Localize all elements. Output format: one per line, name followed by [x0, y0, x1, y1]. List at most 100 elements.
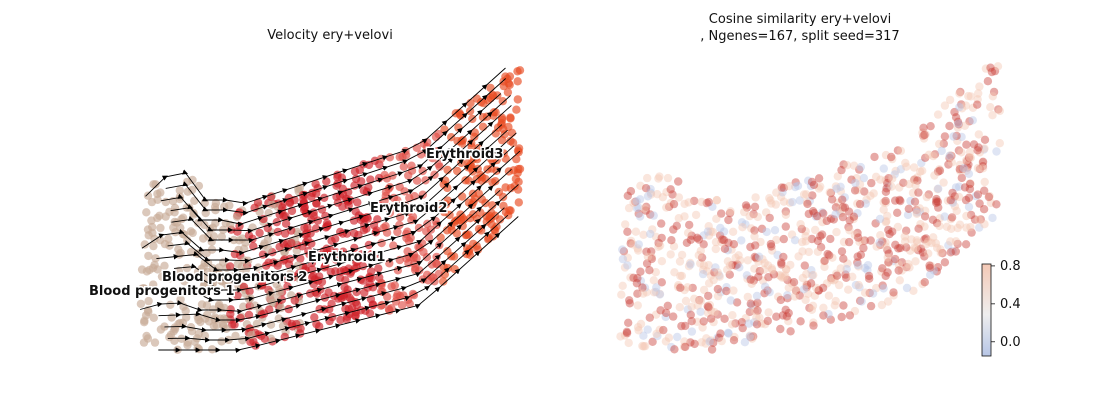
cell-point	[974, 89, 982, 97]
cell-point	[766, 214, 774, 222]
colorbar: 0.80.40.0	[982, 259, 1021, 356]
cell-point	[880, 164, 888, 172]
cell-point	[365, 161, 373, 169]
cell-point	[876, 238, 884, 246]
cell-point	[752, 313, 760, 321]
cell-point	[881, 197, 889, 205]
cell-point	[714, 285, 722, 293]
cell-point	[780, 198, 788, 206]
cell-point	[814, 248, 822, 256]
cell-point	[636, 212, 644, 220]
cell-point	[926, 122, 934, 130]
cell-point	[888, 228, 896, 236]
cell-point	[418, 239, 426, 247]
cell-point	[800, 285, 808, 293]
cell-point	[464, 176, 472, 184]
cell-point	[177, 335, 185, 343]
cell-point	[369, 283, 377, 291]
cell-point	[500, 130, 508, 138]
cell-point	[149, 180, 157, 188]
cell-point	[724, 329, 732, 337]
cell-point	[966, 153, 974, 161]
cell-point	[855, 281, 863, 289]
cell-point	[286, 199, 294, 207]
cell-point	[664, 174, 672, 182]
cell-point	[165, 208, 173, 216]
cell-point	[238, 336, 246, 344]
cell-point	[934, 185, 942, 193]
cell-point	[193, 334, 201, 342]
cell-point	[222, 325, 230, 333]
cell-point	[424, 276, 432, 284]
cluster-label: Erythroid1	[308, 250, 385, 265]
cell-point	[294, 230, 302, 238]
cell-point	[848, 273, 856, 281]
cell-point	[220, 304, 228, 312]
cell-point	[484, 235, 492, 243]
cell-point	[659, 326, 667, 334]
cell-point	[884, 297, 892, 305]
cell-point	[432, 253, 440, 261]
cell-point	[641, 342, 649, 350]
cell-point	[635, 240, 643, 248]
cell-point	[345, 201, 353, 209]
cell-point	[744, 256, 752, 264]
cell-point	[710, 276, 718, 284]
cell-point	[261, 335, 269, 343]
cell-point	[838, 247, 846, 255]
cell-point	[965, 170, 973, 178]
cell-point	[311, 288, 319, 296]
cell-point	[645, 266, 653, 274]
cell-point	[837, 264, 845, 272]
cell-point	[949, 132, 957, 140]
cell-point	[984, 77, 992, 85]
cell-point	[809, 302, 817, 310]
cell-point	[726, 207, 734, 215]
cell-point	[148, 198, 156, 206]
cell-point	[716, 224, 724, 232]
cell-point	[809, 207, 817, 215]
cell-point	[236, 314, 244, 322]
cell-point	[747, 275, 755, 283]
cell-point	[887, 183, 895, 191]
cell-point	[958, 174, 966, 182]
cell-point	[844, 286, 852, 294]
cell-point	[687, 303, 695, 311]
cell-point	[911, 181, 919, 189]
cell-point	[772, 188, 780, 196]
cell-point	[937, 249, 945, 257]
cell-point	[516, 66, 524, 74]
cell-point	[706, 337, 714, 345]
cell-point	[819, 304, 827, 312]
cell-point	[918, 167, 926, 175]
cosine-similarity-panel: 0.80.40.0	[616, 62, 1020, 356]
cell-point	[856, 200, 864, 208]
cell-point	[514, 77, 522, 85]
cell-point	[832, 297, 840, 305]
cell-point	[947, 196, 955, 204]
cell-point	[969, 116, 977, 124]
cell-point	[656, 241, 664, 249]
cell-point	[436, 233, 444, 241]
cell-point	[946, 237, 954, 245]
cell-point	[922, 240, 930, 248]
cell-point	[658, 257, 666, 265]
cell-point	[754, 213, 762, 221]
cell-point	[821, 257, 829, 265]
cell-point	[854, 233, 862, 241]
cell-point	[665, 334, 673, 342]
cell-point	[670, 345, 678, 353]
cell-point	[676, 303, 684, 311]
cell-point	[962, 141, 970, 149]
cell-point	[992, 147, 1000, 155]
cell-point	[777, 260, 785, 268]
cell-point	[708, 345, 716, 353]
cell-point	[166, 301, 174, 309]
cell-point	[728, 311, 736, 319]
cell-point	[729, 228, 737, 236]
cell-point	[194, 344, 202, 352]
cell-point	[303, 223, 311, 231]
cell-point	[778, 273, 786, 281]
cell-point	[634, 326, 642, 334]
cell-point	[623, 261, 631, 269]
